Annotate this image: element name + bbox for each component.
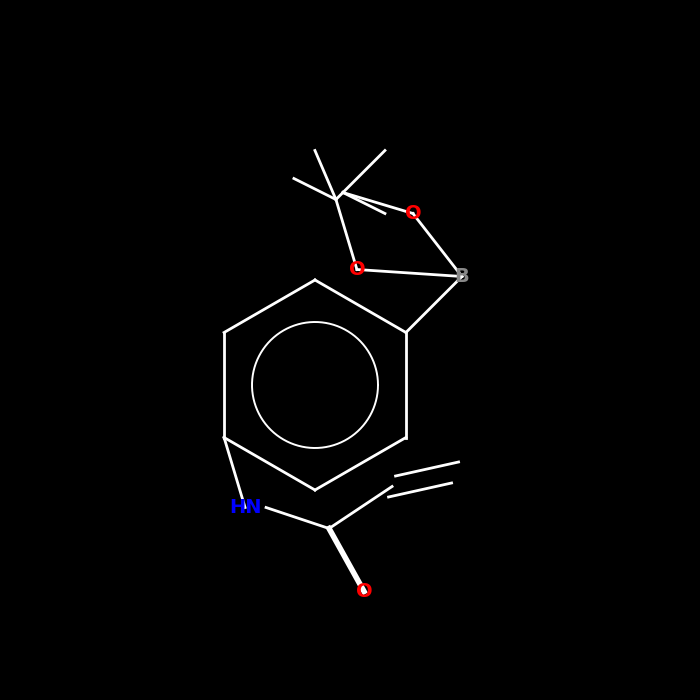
Text: O: O [356,582,372,601]
Text: B: B [454,267,469,286]
Text: O: O [405,204,421,223]
Text: O: O [349,260,365,279]
Text: HN: HN [229,498,261,517]
